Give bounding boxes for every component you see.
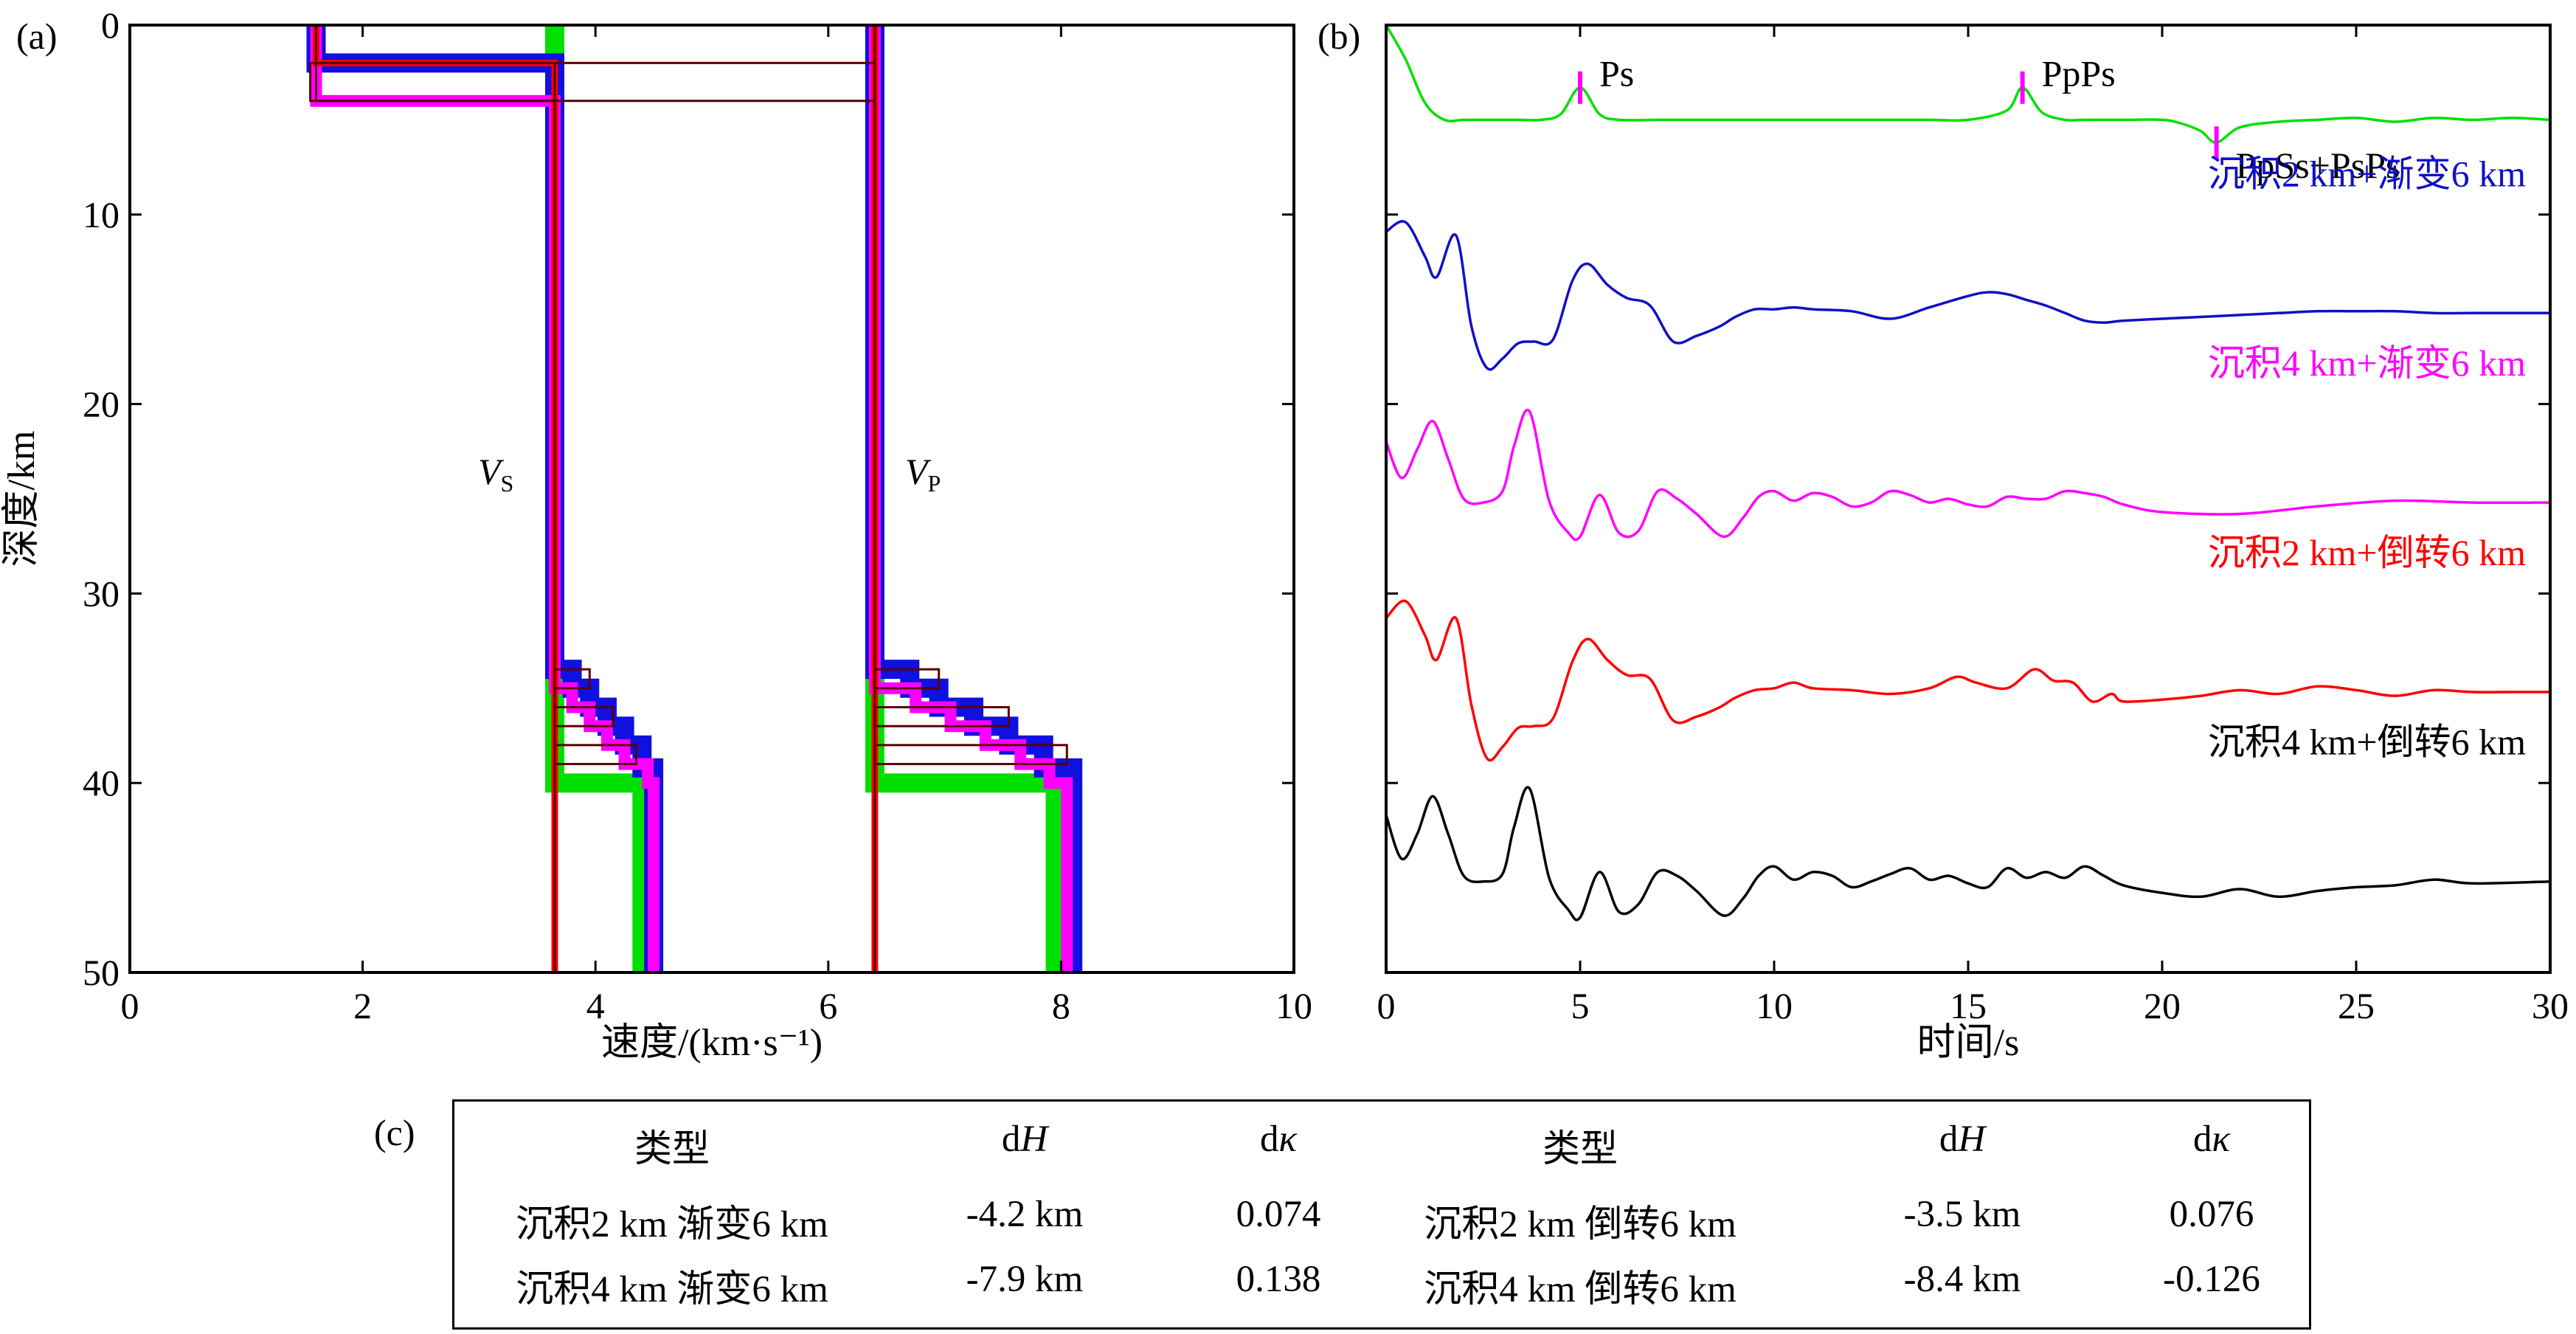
waveform-line — [1385, 408, 2551, 542]
y-tick-label: 20 — [83, 384, 120, 425]
panel-a-frame — [128, 24, 1295, 974]
panel-c-label: (c) — [374, 1112, 415, 1153]
velocity-layer-box — [873, 744, 1068, 766]
panel-a-plot-area — [130, 25, 1294, 972]
velocity-layer-box — [873, 705, 1010, 728]
phase-marker-label: Ps — [1599, 53, 1634, 94]
phase-marker-label: PpSs+PsPs — [2236, 145, 2400, 186]
phase-marker-label: PpPs — [2042, 53, 2116, 94]
x-tick-label: 6 — [819, 985, 837, 1026]
panel-c-table: 类型 dH dκ 类型 dH dκ 沉积2 km 渐变6 km -4.2 km … — [452, 1099, 2311, 1330]
vs-label: VS — [478, 451, 513, 497]
table-header-type-1: 类型 — [634, 1129, 710, 1170]
x-tick-label: 30 — [2532, 985, 2569, 1026]
x-tick-label: 15 — [1950, 985, 1987, 1026]
table-header-dh-2: dH — [1939, 1119, 1986, 1160]
y-tick-label: 0 — [101, 4, 120, 46]
x-tick-label: 25 — [2338, 985, 2375, 1026]
trace-label: 沉积4 km+倒转6 km — [2208, 722, 2526, 763]
panel-a-axis-ticks: 0 2 4 6 8 10 0 10 20 30 40 50 — [83, 4, 1312, 1026]
trace-label: 沉积2 km+倒转6 km — [2208, 532, 2526, 573]
panel-b-plot-area — [1386, 25, 2550, 972]
table-cell: 0.138 — [1236, 1259, 1321, 1300]
table-header-dk-2: dκ — [2193, 1119, 2230, 1160]
velocity-layer-box — [873, 668, 941, 690]
table-header-dh-1: dH — [1001, 1119, 1048, 1160]
table-cell: 沉积2 km 倒转6 km — [1424, 1204, 1737, 1245]
waveform-line — [1385, 786, 2551, 922]
panel-b-trace-labels: 沉积2 km+渐变6 km 沉积4 km+渐变6 km 沉积2 km+倒转6 km 沉… — [2208, 153, 2526, 762]
y-tick-label: 10 — [83, 194, 120, 235]
panel-b-waveform-chart: Ps PpPs PpSs+PsPs 0 5 10 15 20 25 30 沉积2 km+渐变6 … — [1318, 15, 2569, 1064]
velocity-layer-box — [553, 744, 637, 766]
velocity-layer-box — [553, 705, 614, 728]
panel-b-phase-markers: Ps PpPs PpSs+PsPs — [1578, 53, 2400, 186]
waveform-line — [1385, 24, 2551, 144]
panel-a-label: (a) — [16, 15, 58, 57]
panel-a-velocity-depth-chart: 0 2 4 6 8 10 0 10 20 30 40 50 (a) 速度/(km·s⁻¹) 深度/km… — [1, 4, 1312, 1064]
waveform-line — [1385, 220, 2550, 371]
velocity-layer-box — [553, 61, 876, 103]
x-tick-label: 5 — [1571, 985, 1590, 1026]
table-cell: -7.9 km — [966, 1259, 1084, 1300]
y-tick-label: 30 — [83, 573, 120, 614]
table-cell: -0.126 — [2163, 1259, 2260, 1300]
x-tick-label: 4 — [586, 985, 605, 1026]
table-cell: -3.5 km — [1903, 1194, 2021, 1235]
velocity-layer-box — [553, 668, 591, 690]
waveform-line — [1385, 599, 2550, 762]
panel-b-xlabel: 时间/s — [1917, 1022, 2020, 1064]
table-cell: 0.074 — [1236, 1194, 1321, 1235]
panel-a-velocity-profiles — [306, 25, 1083, 972]
table-cell: 沉积4 km 渐变6 km — [516, 1269, 828, 1310]
table-header-type-2: 类型 — [1542, 1129, 1618, 1170]
vp-label: VP — [905, 451, 941, 497]
panel-b-waveforms — [1385, 24, 2551, 922]
x-tick-label: 0 — [121, 985, 139, 1026]
trace-label: 沉积2 km+渐变6 km — [2208, 153, 2526, 194]
x-tick-label: 8 — [1052, 985, 1070, 1026]
x-tick-label: 0 — [1377, 985, 1396, 1026]
table-cell: 0.076 — [2169, 1194, 2254, 1235]
x-tick-label: 20 — [2144, 985, 2181, 1026]
x-tick-label: 10 — [1756, 985, 1793, 1026]
table-header-dk-1: dκ — [1260, 1119, 1297, 1160]
panel-b-axis-ticks: 0 5 10 15 20 25 30 — [1377, 25, 2569, 1026]
y-tick-label: 40 — [83, 762, 120, 803]
table-cell: 沉积4 km 倒转6 km — [1424, 1269, 1737, 1310]
table-cell: -8.4 km — [1903, 1259, 2021, 1300]
panel-a-ylabel: 深度/km — [1, 431, 43, 567]
y-tick-label: 50 — [83, 952, 120, 993]
table-cell: 沉积2 km 渐变6 km — [516, 1204, 828, 1245]
panel-b-label: (b) — [1318, 15, 1360, 57]
table-cell: -4.2 km — [966, 1194, 1084, 1235]
x-tick-label: 10 — [1275, 985, 1312, 1026]
panel-a-xlabel: 速度/(km·s⁻¹) — [601, 1022, 823, 1064]
trace-label: 沉积4 km+渐变6 km — [2208, 342, 2526, 384]
x-tick-label: 2 — [353, 985, 372, 1026]
